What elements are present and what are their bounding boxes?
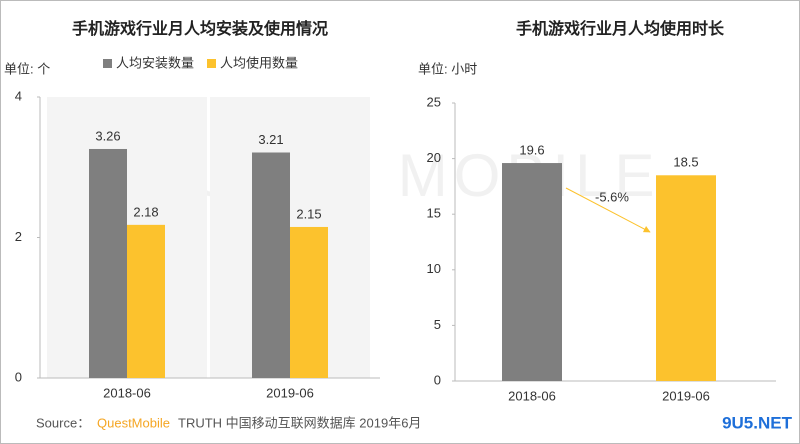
source-text: TRUTH 中国移动互联网数据库 2019年6月 xyxy=(178,415,421,430)
bar xyxy=(127,224,165,378)
annotation-arrow xyxy=(565,187,651,233)
source-brand: QuestMobile xyxy=(97,415,170,430)
chart-title: 手机游戏行业月人均使用时长 xyxy=(516,19,725,38)
value-label: 2.15 xyxy=(296,206,321,221)
legend-label: 人均安装数量 xyxy=(116,55,194,70)
x-tick-label: 2019-06 xyxy=(662,388,710,403)
x-tick-label: 2019-06 xyxy=(266,385,314,400)
site-mark: 9U5.NET xyxy=(722,413,793,432)
y-tick-label: 25 xyxy=(427,94,441,109)
legend-label: 人均使用数量 xyxy=(220,55,298,70)
y-tick-label: 20 xyxy=(427,150,441,165)
y-tick-label: 15 xyxy=(427,206,441,221)
annotation: -5.6% xyxy=(595,189,629,204)
y-tick-label: 4 xyxy=(15,88,22,103)
y-tick-label: 2 xyxy=(15,229,22,244)
y-tick-label: 0 xyxy=(434,372,441,387)
y-tick-label: 5 xyxy=(434,317,441,332)
unit-label: 单位: 个 xyxy=(4,61,50,76)
y-tick-label: 0 xyxy=(15,369,22,384)
value-label: 2.18 xyxy=(133,204,158,219)
x-tick-label: 2018-06 xyxy=(508,388,556,403)
bar xyxy=(252,152,290,378)
unit-label: 单位: 小时 xyxy=(418,61,477,76)
legend-swatch xyxy=(207,59,216,68)
x-tick-label: 2018-06 xyxy=(103,385,151,400)
bar xyxy=(89,148,127,378)
chart-title: 手机游戏行业月人均安装及使用情况 xyxy=(72,19,328,38)
value-label: 19.6 xyxy=(519,142,544,157)
value-label: 3.21 xyxy=(258,132,283,147)
bar xyxy=(290,226,328,378)
legend-swatch xyxy=(103,59,112,68)
source-prefix: Source： xyxy=(36,415,90,430)
bar xyxy=(502,163,562,381)
value-label: 18.5 xyxy=(673,155,698,170)
value-label: 3.26 xyxy=(95,128,120,143)
bar xyxy=(656,175,716,381)
y-tick-label: 10 xyxy=(427,261,441,276)
